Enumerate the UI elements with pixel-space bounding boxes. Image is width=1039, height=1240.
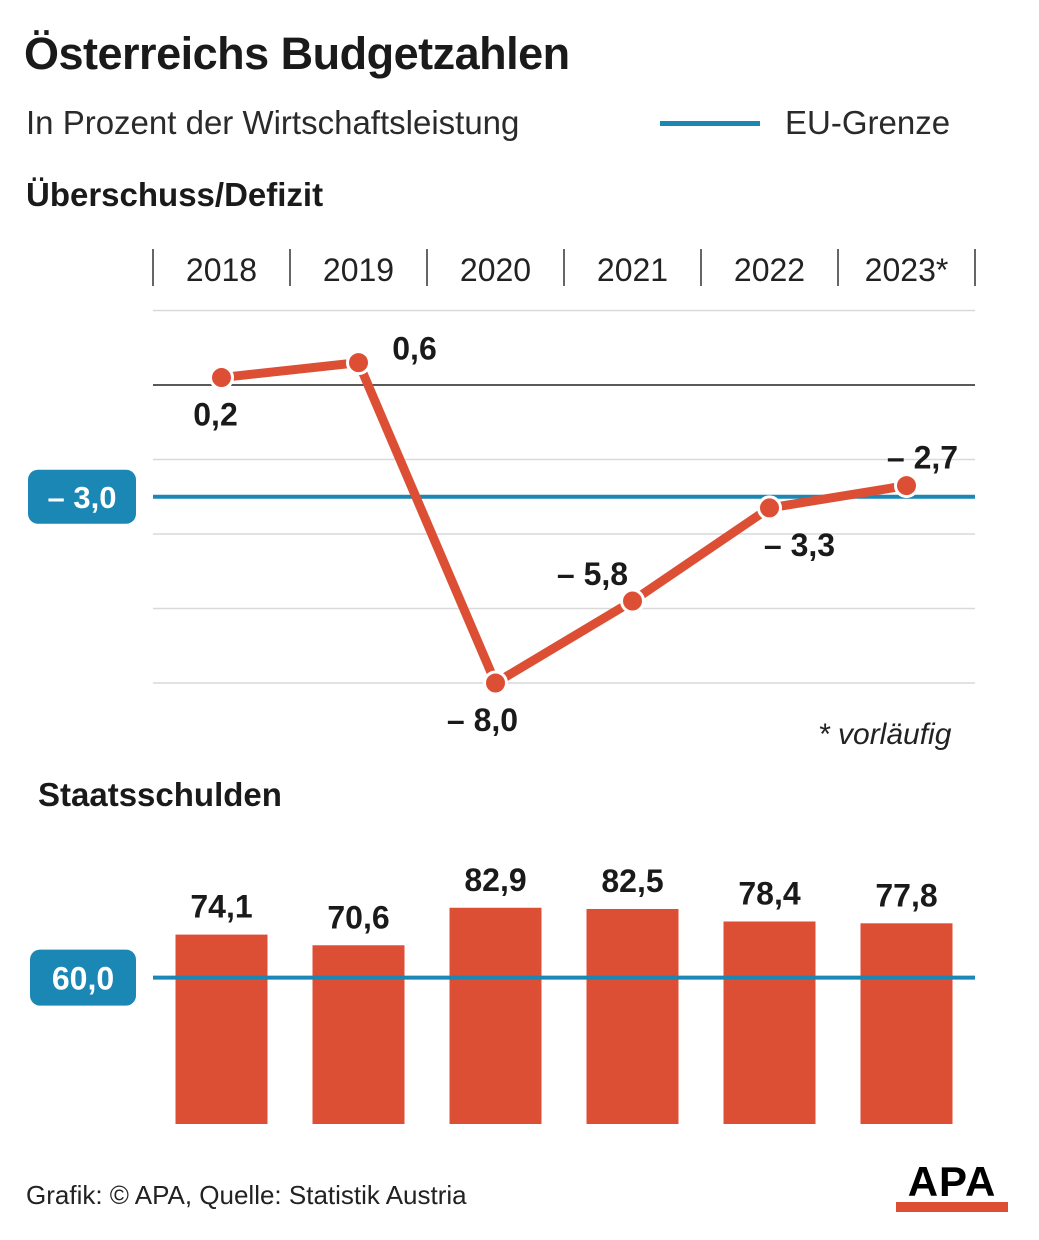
debt-value-label: 74,1 (190, 889, 252, 925)
page-title: Österreichs Budgetzahlen (24, 28, 570, 79)
deficit-value-label: 0,2 (193, 397, 237, 433)
deficit-point (209, 365, 234, 391)
year-label: 2019 (323, 252, 394, 288)
footnote: * vorläufig (818, 718, 952, 751)
debt-value-label: 77,8 (875, 877, 937, 913)
deficit-value-label: – 8,0 (447, 702, 518, 738)
deficit-point (346, 350, 371, 376)
debt-bar (175, 934, 268, 1124)
footer-credit: Grafik: © APA, Quelle: Statistik Austria (26, 1180, 467, 1210)
year-label: 2021 (597, 252, 668, 288)
eu-limit-badge (28, 469, 136, 524)
apa-logo: APA (896, 1158, 1008, 1212)
debt-section-title: Staatsschulden (38, 776, 282, 813)
apa-logo-bar (896, 1202, 1008, 1212)
debt-value-label: 82,5 (601, 863, 663, 899)
deficit-point (620, 588, 645, 614)
deficit-value-label: – 3,3 (764, 527, 835, 563)
subtitle: In Prozent der Wirtschaftsleistung (26, 104, 520, 141)
year-label: 2018 (186, 252, 257, 288)
deficit-point (894, 473, 919, 499)
debt-bar (312, 945, 405, 1124)
deficit-value-label: – 5,8 (557, 556, 628, 592)
deficit-value-label: 0,6 (392, 331, 436, 367)
eu-limit-badge-label: – 3,0 (48, 480, 117, 515)
legend-eu-line (660, 121, 760, 126)
deficit-point (757, 495, 782, 521)
deficit-point (483, 670, 508, 696)
debt-value-label: 82,9 (464, 862, 526, 898)
debt-bar (860, 923, 953, 1124)
debt-value-label: 70,6 (327, 899, 389, 935)
debt-limit-badge-label: 60,0 (52, 961, 114, 997)
debt-bar (723, 921, 816, 1124)
year-label: 2020 (460, 252, 531, 288)
year-label: 2022 (734, 252, 805, 288)
deficit-value-label: – 2,7 (887, 440, 958, 476)
deficit-line (217, 358, 911, 688)
apa-logo-text: APA (907, 1158, 997, 1205)
legend-eu-label: EU-Grenze (785, 104, 951, 141)
debt-bar (586, 908, 679, 1124)
debt-value-label: 78,4 (738, 875, 800, 911)
deficit-section-title: Überschuss/Defizit (26, 176, 324, 213)
debt-bar (449, 907, 542, 1124)
year-label: 2023* (865, 252, 949, 288)
debt-limit-badge (30, 949, 136, 1006)
